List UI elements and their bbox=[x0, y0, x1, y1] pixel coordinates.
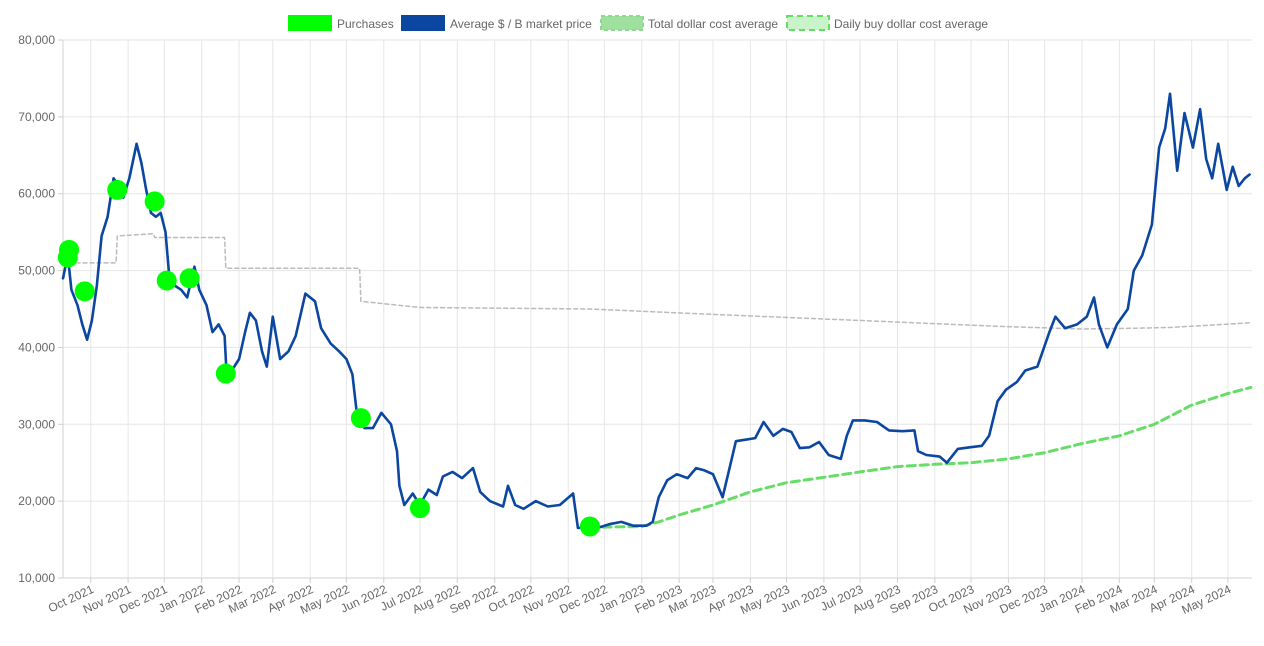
legend-market-price-label: Average $ / B market price bbox=[450, 17, 592, 31]
legend-daily-dca-swatch bbox=[786, 15, 830, 31]
legend-total-dca[interactable]: Total dollar cost average bbox=[600, 15, 778, 31]
total-dca-line bbox=[68, 232, 1252, 330]
purchase-point bbox=[144, 191, 165, 212]
y-tick-label: 10,000 bbox=[18, 571, 55, 585]
purchase-point bbox=[215, 363, 236, 384]
y-tick-label: 40,000 bbox=[18, 340, 55, 354]
y-tick-label: 50,000 bbox=[18, 264, 55, 278]
purchase-point bbox=[350, 408, 371, 429]
legend-market-price-swatch bbox=[401, 15, 445, 31]
legend: Purchases Average $ / B market price Total… bbox=[288, 15, 988, 31]
purchase-point bbox=[107, 179, 128, 200]
y-tick-label: 70,000 bbox=[18, 110, 55, 124]
legend-total-dca-label: Total dollar cost average bbox=[648, 17, 778, 31]
legend-purchases-swatch bbox=[288, 15, 332, 31]
y-tick-label: 30,000 bbox=[18, 417, 55, 431]
legend-daily-dca-label: Daily buy dollar cost average bbox=[834, 17, 988, 31]
y-tick-label: 20,000 bbox=[18, 494, 55, 508]
purchase-point bbox=[57, 247, 78, 268]
legend-purchases[interactable]: Purchases bbox=[288, 15, 394, 31]
legend-market-price[interactable]: Average $ / B market price bbox=[401, 15, 592, 31]
daily-dca-line bbox=[588, 385, 1253, 529]
legend-total-dca-swatch bbox=[600, 15, 644, 31]
legend-daily-dca[interactable]: Daily buy dollar cost average bbox=[786, 15, 988, 31]
y-tick-label: 60,000 bbox=[18, 187, 55, 201]
purchase-point bbox=[179, 268, 200, 289]
axis-layer: 10,000 20,000 30,000 40,000 50,000 60,000 70,0… bbox=[18, 33, 1252, 617]
grid-layer bbox=[63, 39, 1252, 579]
y-tick-label: 80,000 bbox=[18, 33, 55, 47]
purchase-point bbox=[579, 516, 600, 537]
market-price-line bbox=[61, 92, 1251, 530]
purchase-points-layer bbox=[57, 179, 600, 537]
legend-purchases-label: Purchases bbox=[337, 17, 394, 31]
purchase-point bbox=[409, 498, 430, 519]
purchase-point bbox=[74, 281, 95, 302]
series-layer bbox=[61, 92, 1253, 530]
purchase-point bbox=[156, 270, 177, 291]
